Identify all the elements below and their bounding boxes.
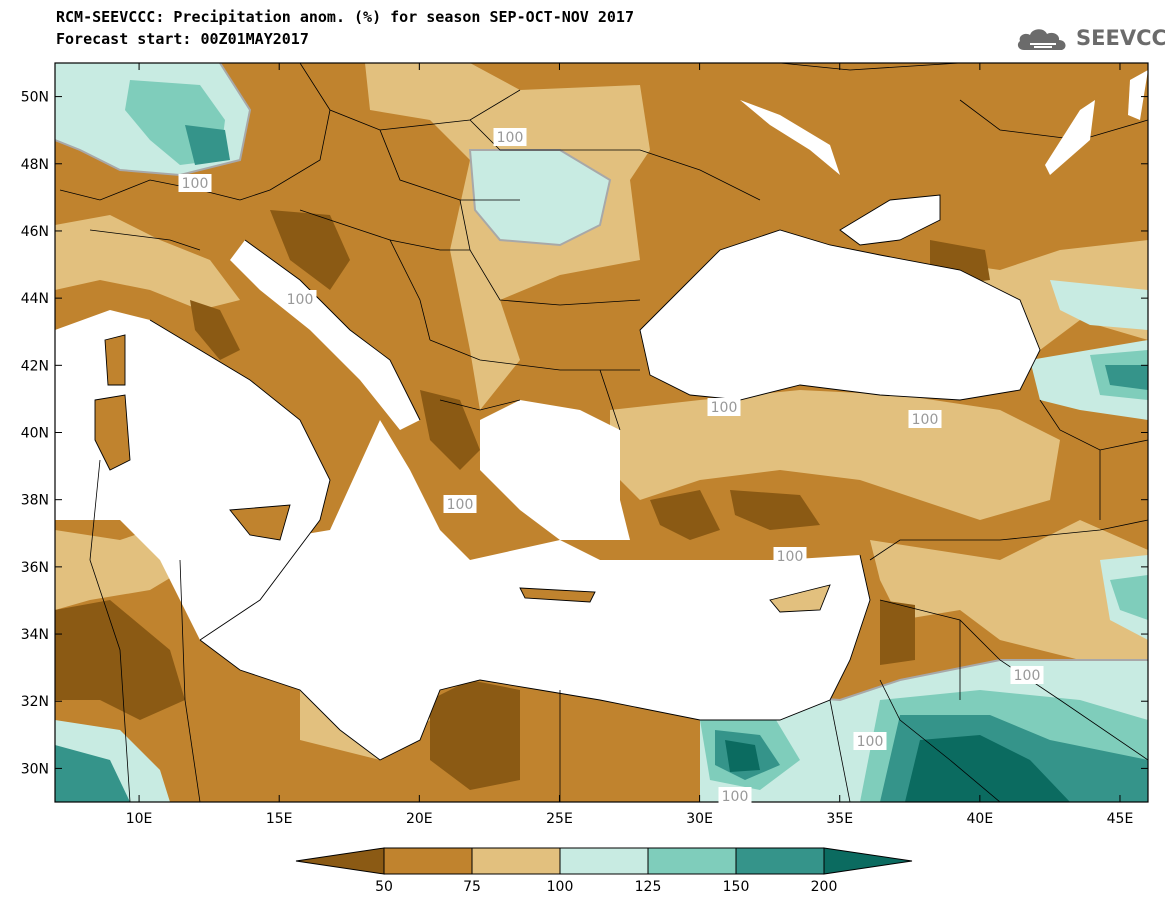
anomaly-zone-tan (870, 520, 1148, 670)
anomaly-zone-dark (420, 390, 480, 470)
island-corsica (105, 335, 125, 385)
lat-tick-label: 36N (21, 560, 49, 576)
sea-aegean (480, 400, 630, 540)
contour-label: 100 (711, 400, 738, 416)
lake (1045, 100, 1095, 175)
map-title: RCM-SEEVCCC: Precipitation anom. (%) for… (56, 8, 634, 26)
longitude-ticks: 10E 15E 20E 25E 30E 35E 40E 45E (126, 63, 1134, 827)
lat-tick-label: 42N (21, 358, 49, 374)
colorbar-label: 75 (463, 879, 481, 895)
colorbar-label: 50 (375, 879, 393, 895)
anomaly-zone-tan (610, 390, 1060, 520)
colorbar-swatch (823, 847, 913, 875)
anomaly-zone-dark (430, 680, 520, 790)
contour-label: 100 (1014, 668, 1041, 684)
lat-tick-label: 46N (21, 224, 49, 240)
contour-line-100 (468, 149, 612, 247)
lat-tick-label: 50N (21, 90, 49, 106)
contour-label-bg (178, 174, 212, 192)
anomaly-zone-dark (55, 600, 185, 720)
contour-labels: 100 100 100 100 100 100 100 100 100 100 (178, 128, 1044, 805)
lat-tick-label: 44N (21, 291, 49, 307)
contour-label-bg (773, 547, 807, 565)
colorbar-label: 150 (723, 879, 750, 895)
map-field (55, 63, 1148, 802)
contour-label: 100 (857, 734, 884, 750)
contour-label-bg (1010, 666, 1044, 684)
cloud-logo-icon (1017, 29, 1066, 50)
logo-text: SEEVCCC (1076, 26, 1165, 50)
lon-tick-label: 30E (686, 811, 713, 827)
contour-label-bg (283, 290, 317, 308)
contour-label: 100 (722, 789, 749, 805)
lon-tick-label: 25E (546, 811, 573, 827)
colorbar-label: 100 (547, 879, 574, 895)
country-borders (59, 63, 1148, 802)
contour-label-bg (707, 398, 741, 416)
anomaly-zone-light-teal (1050, 280, 1148, 330)
anomaly-zone-dark-teal (185, 125, 230, 165)
contour-label: 100 (777, 549, 804, 565)
contour-label-bg (853, 732, 887, 750)
sea-black-sea (640, 230, 1040, 400)
colorbar-swatch (383, 847, 473, 875)
colorbar-swatch (471, 847, 561, 875)
contour-label-bg (493, 128, 527, 146)
lon-tick-label: 40E (967, 811, 994, 827)
anomaly-zone-dark-teal (55, 745, 130, 802)
contour-label-bg (908, 410, 942, 428)
lon-tick-label: 15E (266, 811, 293, 827)
anomaly-zone-dark (730, 490, 820, 530)
anomaly-zone-dark (270, 210, 350, 290)
lat-tick-label: 40N (21, 426, 49, 442)
colorbar-swatch (295, 847, 385, 875)
sea-adriatic (230, 240, 420, 430)
contour-label: 100 (182, 176, 209, 192)
lat-tick-label: 34N (21, 627, 49, 643)
lon-tick-label: 45E (1107, 811, 1134, 827)
contour-label-bg (443, 495, 477, 513)
anomaly-zone-max-teal (905, 735, 1070, 802)
lat-tick-label: 38N (21, 493, 49, 509)
anomaly-zone-light-teal (470, 150, 610, 245)
anomaly-zone-tan (55, 215, 240, 310)
anomaly-zone-max-teal (725, 740, 760, 772)
colorbar-swatch (647, 847, 737, 875)
latitude-ticks: 50N 48N 46N 44N 42N 40N 38N 36N 34N 32N 30N (21, 90, 1148, 777)
anomaly-zone-dark (880, 600, 915, 665)
contour-label: 100 (912, 412, 939, 428)
anomaly-zone-dark (650, 490, 720, 540)
lat-tick-label: 32N (21, 694, 49, 710)
anomaly-zone-medium-teal (1110, 575, 1148, 620)
anomaly-zone-dark (190, 300, 240, 360)
seevccc-logo: SEEVCCC (1016, 24, 1165, 54)
lon-tick-label: 10E (126, 811, 153, 827)
contour-label: 100 (287, 292, 314, 308)
colorbar-swatch (735, 847, 825, 875)
contour-label: 100 (447, 497, 474, 513)
colorbar: 50 75 100 125 150 200 (295, 847, 913, 895)
lon-tick-label: 35E (826, 811, 853, 827)
colorbar-label: 125 (635, 879, 662, 895)
colorbar-swatch (559, 847, 649, 875)
forecast-start-label: Forecast start: 00Z01MAY2017 (56, 30, 309, 48)
lat-tick-label: 30N (21, 761, 49, 777)
colorbar-label: 200 (811, 879, 838, 895)
island-cyprus (770, 585, 830, 612)
lake (1128, 70, 1148, 120)
contour-label: 100 (497, 130, 524, 146)
island-sicily (230, 505, 290, 540)
anomaly-zone-dark-teal (1105, 365, 1148, 390)
lat-tick-label: 48N (21, 157, 49, 173)
lon-tick-label: 20E (406, 811, 433, 827)
contour-label-bg (718, 787, 752, 805)
lake (740, 100, 840, 175)
island-sardinia (95, 395, 130, 470)
